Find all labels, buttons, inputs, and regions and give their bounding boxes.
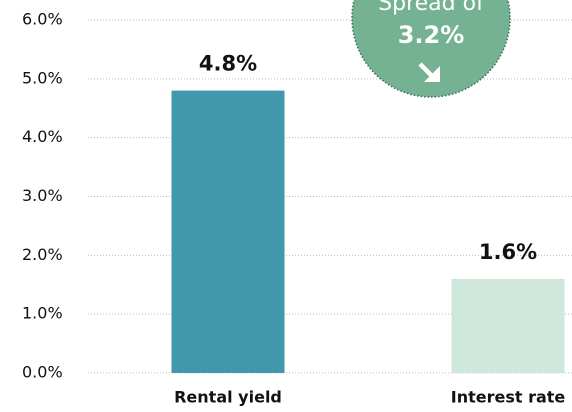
y-tick-label: 4.0% bbox=[22, 127, 63, 146]
annotation-value: 3.2% bbox=[398, 21, 465, 49]
marks: 4.8% Rental yield 1.6% Interest rate bbox=[171, 52, 566, 407]
value-label: 1.6% bbox=[479, 240, 537, 264]
grid: 0.0% 1.0% 2.0% 3.0% 4.0% 5.0% 6.0% bbox=[22, 10, 572, 382]
x-tick-label: Interest rate bbox=[451, 388, 566, 407]
x-tick-label: Rental yield bbox=[174, 388, 282, 407]
y-tick-label: 3.0% bbox=[22, 186, 63, 205]
arrow-icon bbox=[418, 62, 440, 82]
y-tick-label: 2.0% bbox=[22, 245, 63, 264]
annotation: Spread of 3.2% bbox=[351, 0, 511, 98]
annotation-circle bbox=[351, 0, 511, 98]
value-label: 4.8% bbox=[199, 52, 257, 76]
y-tick-label: 1.0% bbox=[22, 304, 63, 323]
y-tick-label: 5.0% bbox=[22, 68, 63, 87]
bar bbox=[171, 90, 285, 373]
annotation-text: Spread of bbox=[378, 0, 485, 16]
bar bbox=[451, 278, 565, 373]
y-tick-label: 6.0% bbox=[22, 10, 63, 29]
y-tick-label: 0.0% bbox=[22, 363, 63, 382]
